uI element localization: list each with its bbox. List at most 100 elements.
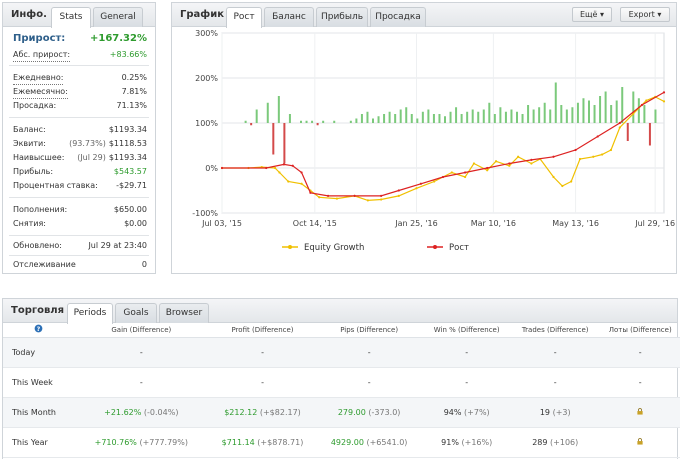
bar xyxy=(648,123,651,146)
export-button[interactable]: Export ▾ xyxy=(620,7,670,22)
chart-lines xyxy=(220,91,666,202)
series-point xyxy=(592,155,595,158)
series-point xyxy=(530,158,533,161)
table-cell: - xyxy=(209,367,316,398)
daily-row: Ежедневно: 0.25% xyxy=(13,72,147,85)
series-point xyxy=(517,155,520,158)
periods-table: ? Gain (Difference) Profit (Difference) … xyxy=(3,323,680,458)
tab-profit[interactable]: Прибыль xyxy=(316,7,368,27)
highest-value-wrap: (Jul 29) $1193.34 xyxy=(77,152,147,164)
divider xyxy=(9,197,149,198)
bar xyxy=(377,116,380,123)
tab-drawdown[interactable]: Просадка xyxy=(370,7,426,27)
profit-row: Прибыль: $543.57 xyxy=(13,166,147,178)
bar xyxy=(349,120,352,123)
bar xyxy=(250,123,253,126)
series-point xyxy=(561,184,564,188)
series-point xyxy=(441,175,445,179)
series-point xyxy=(326,194,330,197)
bar xyxy=(283,123,286,164)
info-icon[interactable]: ? xyxy=(3,323,74,338)
series-point xyxy=(486,169,489,172)
monthly-label[interactable]: Ежемесячно: xyxy=(13,86,68,99)
tab-browser[interactable]: Browser xyxy=(159,303,209,323)
table-cell: - xyxy=(73,367,210,398)
series-point xyxy=(486,166,489,170)
cell-value: 279.00 xyxy=(337,407,366,417)
lots-cell[interactable] xyxy=(599,397,680,428)
equity-value-wrap: (93.73%) $1118.53 xyxy=(69,138,147,150)
cell-value: - xyxy=(367,347,371,357)
bar xyxy=(399,109,402,123)
col-profit[interactable]: Profit (Difference) xyxy=(209,323,316,338)
bar xyxy=(621,87,624,123)
bar xyxy=(322,120,325,123)
col-win[interactable]: Win % (Difference) xyxy=(422,323,511,338)
bar xyxy=(421,111,424,123)
gain-row: Прирост: +167.32% xyxy=(13,33,147,47)
period-label: This Week xyxy=(3,367,74,398)
abs-gain-label[interactable]: Абс. прирост: xyxy=(13,49,71,62)
series-point xyxy=(574,148,577,152)
series-point xyxy=(494,160,498,163)
cell-diff: (-373.0) xyxy=(365,407,401,417)
tab-periods[interactable]: Periods xyxy=(67,303,113,324)
cell-diff: (+16%) xyxy=(458,437,493,447)
col-lots[interactable]: Лоты (Difference) xyxy=(599,323,680,338)
table-row: Today - - - - - - xyxy=(3,337,680,368)
bar xyxy=(654,109,657,123)
series-point xyxy=(508,164,511,167)
bar xyxy=(311,120,314,123)
daily-label[interactable]: Ежедневно: xyxy=(13,72,64,85)
bar xyxy=(637,98,640,123)
series-point xyxy=(662,100,666,103)
bar xyxy=(610,105,613,123)
table-cell: +710.76% (+777.79%) xyxy=(73,427,210,458)
equity-label: Эквити: xyxy=(13,139,46,148)
tab-growth[interactable]: Рост xyxy=(226,7,262,28)
bar xyxy=(615,100,618,123)
bar xyxy=(460,114,463,123)
y-tick-label: 300% xyxy=(195,29,218,38)
chart-panel-title: График xyxy=(180,9,224,20)
withdrawals-row: Снятия: $0.00 xyxy=(13,218,147,230)
drawdown-label: Просадка: xyxy=(13,101,57,110)
table-cell: 279.00 (-373.0) xyxy=(315,397,423,428)
table-cell: - xyxy=(510,337,600,368)
bar xyxy=(504,111,507,123)
series-point xyxy=(278,171,281,174)
table-cell: $212.12 (+$82.17) xyxy=(209,397,316,428)
col-pips[interactable]: Pips (Difference) xyxy=(315,323,423,338)
series-line xyxy=(222,91,665,197)
bar xyxy=(255,109,258,123)
interest-row: Процентная ставка: -$29.71 xyxy=(13,180,147,192)
profit-value: $543.57 xyxy=(113,167,147,176)
y-tick-label: 0% xyxy=(205,164,218,173)
bar xyxy=(333,120,336,123)
series-point xyxy=(318,196,321,199)
cell-value: 4929.00 xyxy=(330,437,364,447)
lots-cell[interactable] xyxy=(599,427,680,458)
tab-balance[interactable]: Баланс xyxy=(264,7,314,27)
bar xyxy=(244,120,247,123)
trading-panel-header: Торговля Periods Goals Browser xyxy=(3,299,677,324)
col-gain[interactable]: Gain (Difference) xyxy=(73,323,210,338)
drawdown-row: Просадка: 71.13% xyxy=(13,100,147,112)
series-point xyxy=(353,194,356,197)
cell-diff: (+777.79%) xyxy=(136,437,188,447)
bar xyxy=(643,105,646,123)
abs-gain-row: Абс. прирост: +83.66% xyxy=(13,49,147,62)
series-point xyxy=(380,194,383,197)
lock-icon[interactable] xyxy=(636,437,644,447)
monthly-value: 7.81% xyxy=(121,87,147,96)
bar xyxy=(305,120,308,123)
series-point xyxy=(300,171,303,174)
col-trades[interactable]: Trades (Difference) xyxy=(510,323,600,338)
series-point xyxy=(273,166,277,170)
tab-goals[interactable]: Goals xyxy=(115,303,157,323)
period-label: This Month xyxy=(3,397,74,428)
tab-general[interactable]: General xyxy=(93,7,143,27)
tab-stats[interactable]: Stats xyxy=(51,7,91,28)
lock-icon[interactable] xyxy=(636,407,644,417)
more-button[interactable]: Ещё ▾ xyxy=(572,7,612,22)
